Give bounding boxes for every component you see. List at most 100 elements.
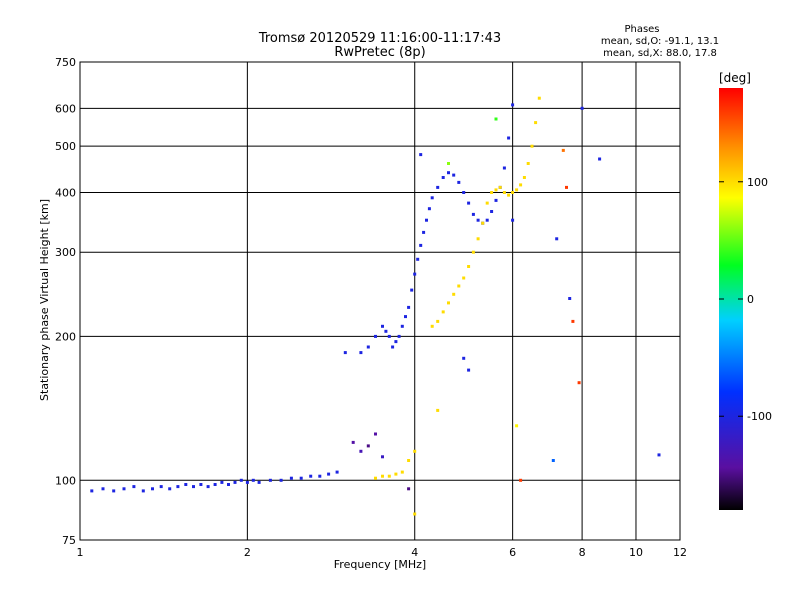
data-point [467, 368, 471, 372]
data-point [502, 166, 506, 170]
data-point [555, 237, 559, 241]
data-point [422, 230, 426, 234]
data-point [452, 173, 456, 177]
data-point [436, 408, 440, 412]
data-point [515, 188, 519, 192]
data-point [413, 512, 417, 516]
chart-title: Tromsø 20120529 11:16:00-11:17:43 [258, 31, 501, 46]
data-point [476, 218, 480, 222]
data-point [122, 487, 126, 491]
data-point [192, 485, 195, 489]
data-point [391, 345, 395, 349]
phases-heading: Phases [624, 24, 659, 35]
data-point [419, 243, 423, 247]
data-point [565, 185, 568, 189]
data-point [471, 250, 475, 254]
data-point [441, 310, 445, 314]
colorbar-tick-label: 0 [747, 293, 754, 306]
data-point [289, 476, 293, 480]
data-point [309, 474, 313, 478]
y-axis-label: Stationary phase Virtual Height [km] [38, 199, 51, 401]
data-point [447, 301, 450, 305]
plot-frame [79, 61, 681, 541]
data-point [498, 185, 502, 189]
data-point [511, 103, 515, 107]
data-point [436, 319, 440, 323]
data-point [534, 121, 538, 125]
phases-line-x: mean, sd,X: 88.0, 17.8 [603, 48, 717, 59]
data-point [279, 478, 283, 482]
y-tick-label: 500 [55, 140, 76, 153]
data-point [551, 459, 555, 462]
data-point [537, 96, 541, 100]
data-point [397, 334, 401, 338]
data-point [257, 480, 261, 484]
data-point [381, 474, 384, 478]
data-point [335, 470, 339, 474]
data-point [112, 489, 116, 493]
data-point [580, 106, 584, 110]
data-point [366, 444, 370, 448]
data-point [199, 483, 203, 486]
data-point [530, 144, 534, 148]
data-point [151, 487, 154, 491]
colorbar-tick-label: -100 [747, 410, 772, 423]
data-point [184, 483, 188, 486]
data-point [318, 474, 322, 478]
data-point [374, 334, 377, 338]
data-point [507, 193, 511, 197]
data-point [227, 483, 230, 486]
data-point [476, 237, 480, 241]
data-point [447, 171, 450, 175]
data-point [427, 207, 431, 211]
data-point [101, 487, 105, 491]
data-point [561, 148, 565, 152]
colorbar-label: [deg] [719, 71, 751, 85]
data-point [436, 185, 440, 189]
data-point [239, 478, 243, 482]
data-point [526, 162, 530, 165]
data-point [425, 218, 428, 222]
data-point [457, 284, 461, 288]
data-point [351, 440, 355, 444]
data-point [494, 188, 498, 192]
data-point [462, 356, 466, 360]
x-tick-label: 10 [629, 546, 643, 559]
data-point [400, 324, 404, 328]
x-axis-label: Frequency [MHz] [334, 558, 426, 571]
y-tick-labels: 75 100 200 300 400 500 600 750 [55, 56, 76, 547]
data-point [571, 319, 575, 323]
data-point [519, 478, 523, 482]
data-point [511, 218, 515, 222]
data-point [404, 315, 407, 319]
data-point [213, 483, 217, 486]
data-point [419, 153, 423, 157]
data-point [485, 201, 489, 205]
data-point [141, 489, 145, 493]
data-point [568, 297, 572, 300]
data-point [598, 157, 602, 161]
data-point [410, 288, 414, 292]
data-point [407, 459, 411, 462]
y-tick-label: 100 [55, 474, 76, 487]
data-point [490, 191, 494, 194]
data-point [515, 424, 519, 428]
data-points [90, 96, 661, 516]
data-point [176, 485, 180, 489]
phases-line-o: mean, sd,O: -91.1, 13.1 [601, 36, 719, 47]
data-point [471, 212, 475, 216]
data-point [657, 453, 661, 457]
data-point [245, 480, 249, 484]
data-point [511, 191, 515, 194]
data-point [251, 478, 255, 482]
data-point [374, 432, 377, 436]
x-tick-label: 8 [579, 546, 586, 559]
data-point [327, 472, 331, 476]
x-tick-labels: 1 2 4 6 8 10 12 [77, 546, 688, 559]
data-point [407, 487, 411, 491]
x-tick-label: 2 [244, 546, 251, 559]
y-tick-label: 600 [55, 102, 76, 115]
data-point [494, 198, 498, 202]
